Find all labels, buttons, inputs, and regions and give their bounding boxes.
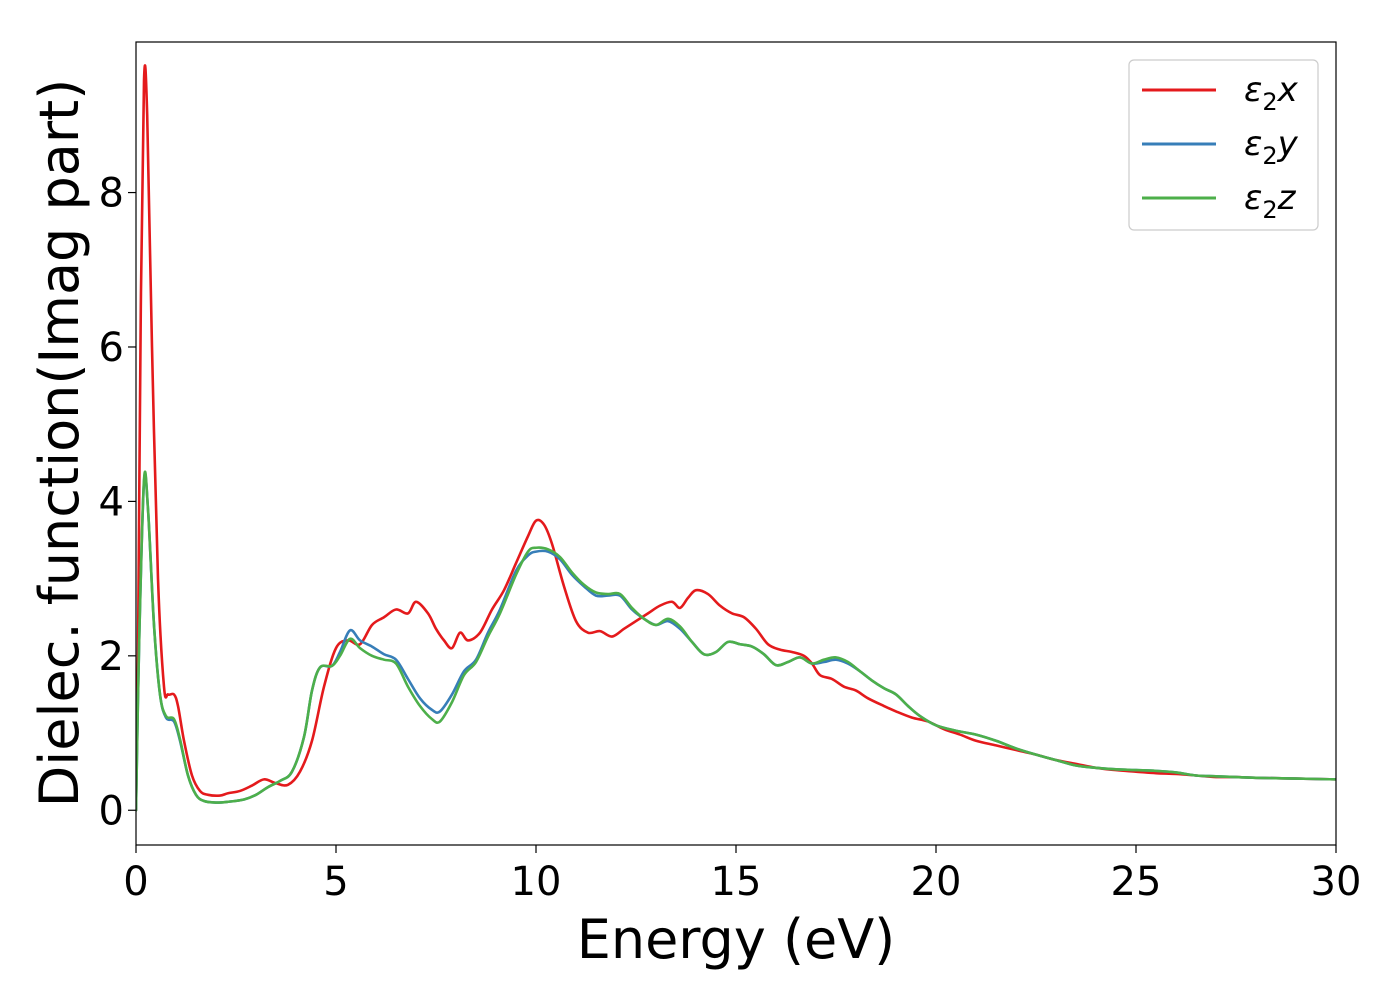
y-tick-label: 4: [99, 479, 124, 525]
y-axis: 0 2 4 6 8: [99, 171, 136, 834]
x-axis-label: Energy (eV): [577, 908, 896, 971]
legend: ε2x ε2y ε2z: [1128, 59, 1319, 231]
x-axis: 0 5 10 15 20 25 30: [123, 845, 1361, 905]
x-tick-label: 10: [511, 859, 562, 905]
y-tick-label: 6: [99, 325, 124, 371]
x-tick-label: 5: [323, 859, 348, 905]
y-axis-label: Dielec. function(Imag part): [28, 79, 91, 808]
x-tick-label: 25: [1111, 859, 1162, 905]
x-tick-label: 15: [711, 859, 762, 905]
legend-box: [1128, 59, 1319, 231]
legend-entry-x: ε2x: [1244, 70, 1299, 116]
series-line-x: [136, 64, 1336, 812]
x-tick-label: 20: [911, 859, 962, 905]
x-tick-label: 30: [1311, 859, 1362, 905]
series-layer: [136, 64, 1336, 812]
x-tick-label: 0: [123, 859, 148, 905]
y-tick-label: 0: [99, 788, 124, 834]
legend-entry-z: ε2z: [1244, 178, 1297, 224]
y-tick-label: 2: [99, 634, 124, 680]
series-line-z: [136, 470, 1336, 812]
y-tick-label: 8: [99, 171, 124, 217]
legend-entry-y: ε2y: [1244, 124, 1299, 170]
